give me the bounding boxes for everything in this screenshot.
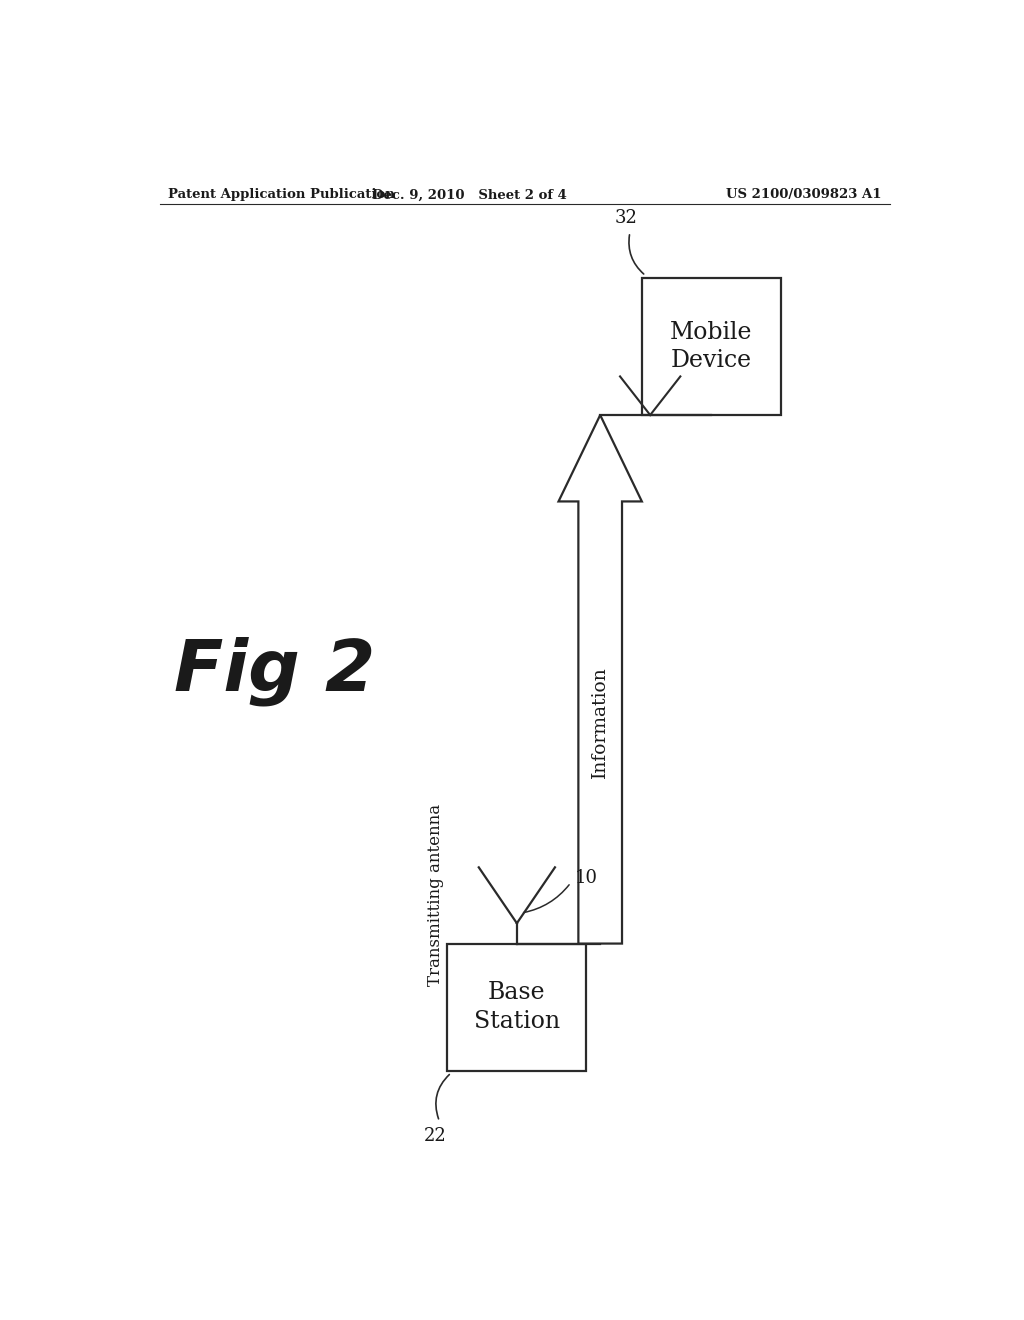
Text: Transmitting antenna: Transmitting antenna — [427, 804, 443, 986]
Bar — [447, 944, 587, 1071]
Text: Patent Application Publication: Patent Application Publication — [168, 189, 394, 202]
Text: US 2100/0309823 A1: US 2100/0309823 A1 — [726, 189, 882, 202]
Polygon shape — [558, 414, 642, 944]
Text: Base
Station: Base Station — [474, 981, 560, 1032]
Text: Mobile
Device: Mobile Device — [670, 321, 753, 372]
Text: 22: 22 — [424, 1126, 446, 1144]
Text: Fig 2: Fig 2 — [174, 638, 376, 706]
Text: Information: Information — [591, 667, 609, 779]
Text: Dec. 9, 2010   Sheet 2 of 4: Dec. 9, 2010 Sheet 2 of 4 — [372, 189, 566, 202]
Text: 32: 32 — [614, 209, 637, 227]
Bar — [642, 277, 780, 414]
Text: 10: 10 — [574, 869, 598, 887]
